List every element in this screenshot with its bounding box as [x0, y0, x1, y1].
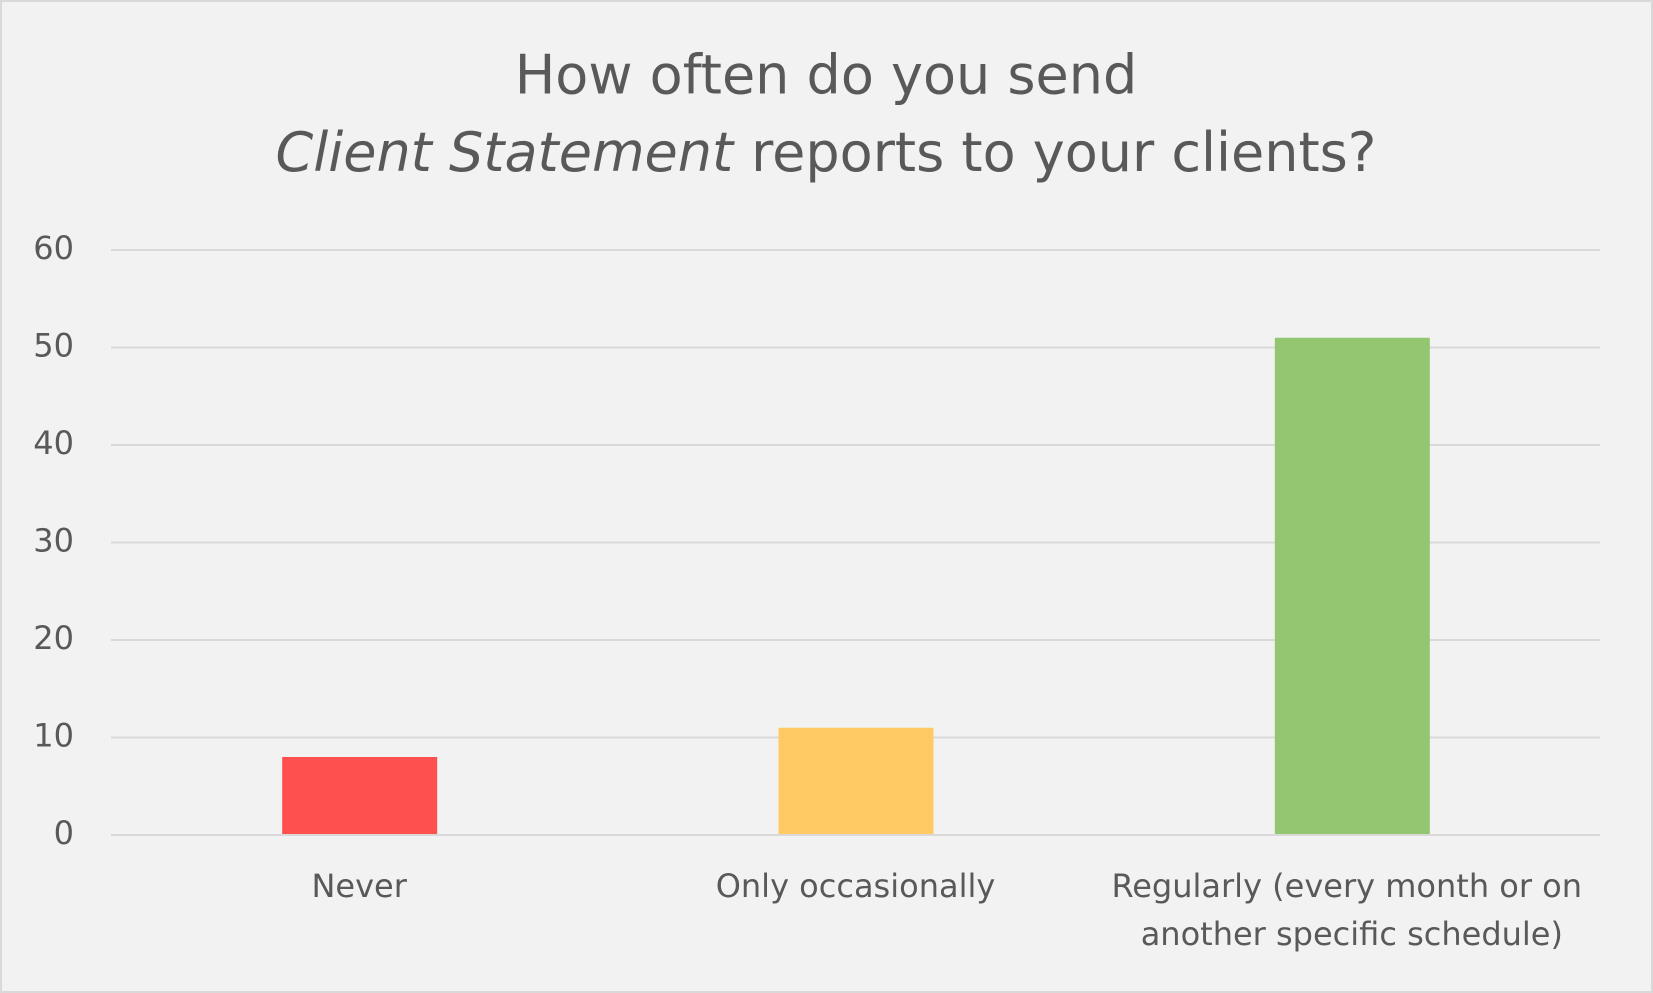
y-tick-label: 0 — [54, 814, 74, 852]
x-tick-label-line: Regularly (every month or on — [1111, 867, 1592, 905]
y-tick-label: 20 — [33, 619, 74, 657]
x-tick-label-line: another specific schedule) — [1141, 915, 1563, 953]
y-tick-label: 40 — [33, 424, 74, 462]
x-tick-label: Never — [311, 867, 407, 905]
x-tick-label: Regularly (every month or on another spe… — [1111, 867, 1592, 953]
chart-title-rest: reports to your clients? — [751, 121, 1376, 184]
x-tick-label: Only occasionally — [716, 867, 996, 905]
chart-title-italic: Client Statement — [276, 121, 735, 184]
chart-title: How often do you send — [515, 44, 1138, 107]
y-tick-label: 30 — [33, 522, 74, 560]
bar — [1274, 337, 1430, 835]
chart-title-line: Client Statement reports to your clients? — [276, 121, 1377, 184]
y-tick-label: 50 — [33, 327, 74, 365]
bar — [778, 727, 934, 835]
y-tick-label: 60 — [33, 229, 74, 267]
bar — [282, 757, 438, 835]
y-tick-label: 10 — [33, 717, 74, 755]
